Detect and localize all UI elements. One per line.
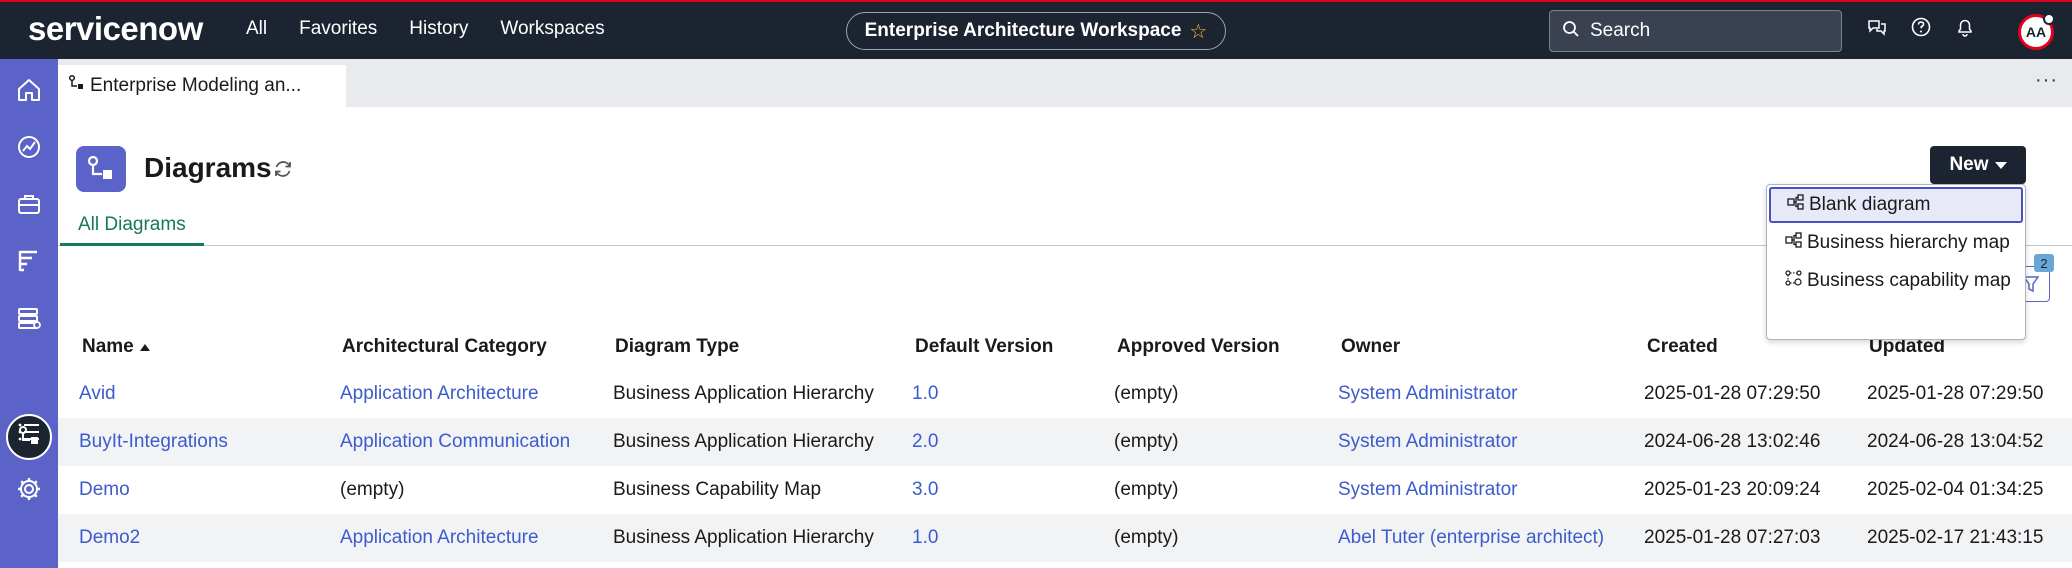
status-dot — [2043, 13, 2055, 25]
home-icon[interactable] — [14, 75, 44, 105]
nav-history[interactable]: History — [409, 18, 469, 39]
column-header-diagram-type[interactable]: Diagram Type — [615, 336, 740, 357]
table-row: Demo2 Application Architecture Business … — [58, 514, 2072, 562]
column-header-architectural-category[interactable]: Architectural Category — [342, 336, 547, 357]
table-row: Avid Application Architecture Business A… — [58, 370, 2072, 418]
cell-name[interactable]: BuyIt-Integrations — [79, 431, 228, 452]
cell-updated: 2024-06-28 13:04:52 — [1867, 431, 2044, 452]
cell-name[interactable]: Demo — [79, 479, 130, 500]
bar-chart-icon[interactable] — [14, 246, 44, 276]
cell-created: 2025-01-28 07:29:50 — [1644, 383, 1821, 404]
cell-updated: 2025-01-28 07:29:50 — [1867, 383, 2044, 404]
cell-default-version[interactable]: 3.0 — [912, 479, 939, 500]
cell-architectural-category[interactable]: Application Architecture — [340, 527, 539, 548]
cell-owner[interactable]: System Administrator — [1338, 479, 1518, 500]
refresh-icon[interactable] — [272, 158, 294, 185]
top-bar: servicenow All Favorites History Workspa… — [0, 0, 2072, 59]
cell-owner[interactable]: Abel Tuter (enterprise architect) — [1338, 527, 1605, 548]
cell-default-version[interactable]: 2.0 — [912, 431, 939, 452]
nav-workspaces[interactable]: Workspaces — [500, 18, 605, 39]
filter-count-badge: 2 — [2034, 254, 2054, 272]
main-nav: All Favorites History Workspaces — [246, 18, 605, 40]
cell-created: 2024-06-28 13:02:46 — [1644, 431, 1821, 452]
gear-icon[interactable] — [14, 474, 44, 504]
tab-label: Enterprise Modeling an... — [90, 75, 302, 96]
avatar-initials: AA — [2025, 24, 2047, 40]
search-input[interactable] — [1590, 20, 1820, 42]
new-button-label: New — [1949, 154, 1989, 175]
column-header-name[interactable]: Name — [82, 336, 150, 358]
workspace-title: Enterprise Architecture Workspace — [864, 20, 1182, 41]
menu-item-label: Business hierarchy map — [1807, 232, 2010, 253]
table-row: Demo (empty) Business Capability Map 3.0… — [58, 466, 2072, 514]
cell-name[interactable]: Demo2 — [79, 527, 141, 548]
column-header-created[interactable]: Created — [1647, 336, 1718, 357]
cell-approved-version: (empty) — [1114, 431, 1179, 452]
sort-ascending-icon — [139, 343, 150, 351]
cell-updated: 2025-02-17 21:43:15 — [1867, 527, 2044, 548]
avatar[interactable]: AA — [2018, 13, 2055, 50]
menu-item-label: Business capability map — [1807, 270, 2011, 291]
diagram-nodes-icon — [1785, 232, 1803, 254]
bell-icon[interactable] — [1954, 16, 1976, 43]
workspace-title-pill[interactable]: Enterprise Architecture Workspace ☆ — [846, 12, 1226, 50]
database-icon[interactable] — [14, 303, 44, 333]
tab-all-diagrams[interactable]: All Diagrams — [60, 210, 204, 246]
tab-strip: Enterprise Modeling an... ··· — [58, 59, 2072, 107]
servicenow-logo[interactable]: servicenow — [28, 10, 203, 47]
dashboard-icon[interactable] — [14, 132, 44, 162]
top-icons — [1866, 16, 1976, 43]
chat-icon[interactable] — [1866, 16, 1888, 43]
diagram-icon — [68, 74, 84, 98]
column-header-approved-version[interactable]: Approved Version — [1117, 336, 1280, 357]
diagram-icon[interactable] — [6, 414, 52, 460]
subtab-bar: All Diagrams — [58, 210, 2072, 246]
diagram-nodes-icon — [1787, 194, 1805, 216]
column-header-default-version[interactable]: Default Version — [915, 336, 1054, 357]
tab-enterprise-modeling[interactable]: Enterprise Modeling an... — [58, 65, 346, 107]
cell-created: 2025-01-23 20:09:24 — [1644, 479, 1821, 500]
cell-owner[interactable]: System Administrator — [1338, 431, 1518, 452]
page-title: Diagrams — [144, 152, 272, 183]
star-icon[interactable]: ☆ — [1189, 20, 1208, 43]
menu-item-business-hierarchy-map[interactable]: Business hierarchy map — [1769, 225, 2023, 261]
capability-map-icon — [1785, 270, 1803, 292]
cell-architectural-category[interactable]: Application Communication — [340, 431, 571, 452]
nav-all[interactable]: All — [246, 18, 268, 39]
cell-name[interactable]: Avid — [79, 383, 116, 404]
cell-approved-version: (empty) — [1114, 527, 1179, 548]
cell-approved-version: (empty) — [1114, 479, 1179, 500]
nav-favorites[interactable]: Favorites — [299, 18, 378, 39]
cell-diagram-type: Business Capability Map — [613, 479, 822, 500]
column-header-updated[interactable]: Updated — [1869, 336, 1945, 357]
sidebar — [0, 59, 58, 568]
search-box[interactable] — [1549, 10, 1842, 52]
cell-default-version[interactable]: 1.0 — [912, 383, 939, 404]
table-header: Name Architectural Category Diagram Type… — [58, 324, 2072, 368]
column-header-owner[interactable]: Owner — [1341, 336, 1401, 357]
new-dropdown-menu: Blank diagram Business hierarchy map Bus… — [1766, 184, 2026, 340]
cell-diagram-type: Business Application Hierarchy — [613, 383, 874, 404]
more-icon[interactable]: ··· — [2035, 69, 2058, 91]
new-button[interactable]: New — [1930, 146, 2026, 184]
menu-item-label: Blank diagram — [1809, 194, 1931, 215]
chevron-down-icon — [1994, 161, 2007, 169]
cell-diagram-type: Business Application Hierarchy — [613, 527, 874, 548]
menu-item-business-capability-map[interactable]: Business capability map — [1769, 263, 2023, 299]
menu-item-blank-diagram[interactable]: Blank diagram — [1769, 187, 2023, 223]
table-row: BuyIt-Integrations Application Communica… — [58, 418, 2072, 466]
cell-default-version[interactable]: 1.0 — [912, 527, 939, 548]
list-icon[interactable] — [14, 417, 44, 447]
cell-diagram-type: Business Application Hierarchy — [613, 431, 874, 452]
help-icon[interactable] — [1910, 16, 1932, 43]
cell-architectural-category[interactable]: Application Architecture — [340, 383, 539, 404]
cell-architectural-category: (empty) — [340, 479, 405, 500]
cell-approved-version: (empty) — [1114, 383, 1179, 404]
briefcase-icon[interactable] — [14, 189, 44, 219]
diagrams-page-icon — [76, 146, 126, 192]
cell-created: 2025-01-28 07:27:03 — [1644, 527, 1821, 548]
search-icon — [1562, 20, 1580, 43]
cell-owner[interactable]: System Administrator — [1338, 383, 1518, 404]
cell-updated: 2025-02-04 01:34:25 — [1867, 479, 2044, 500]
